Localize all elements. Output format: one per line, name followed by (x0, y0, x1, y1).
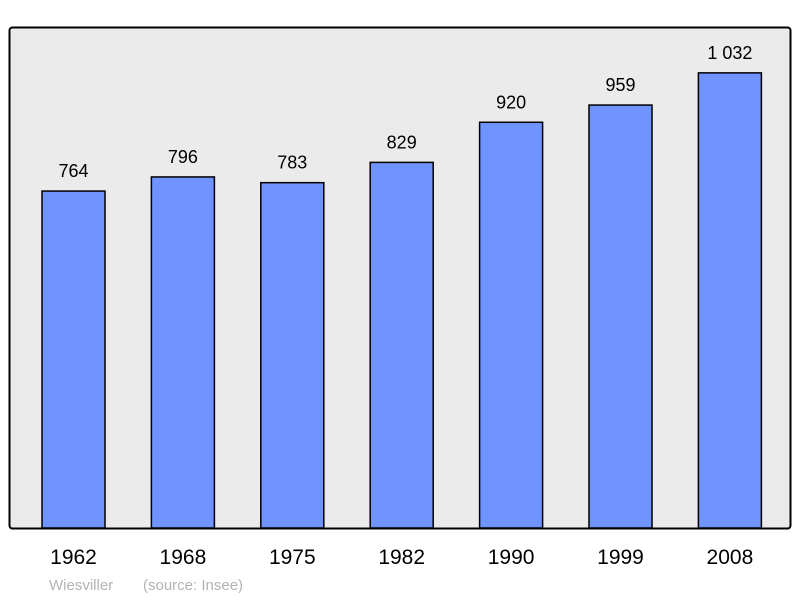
data-label-1968: 796 (168, 147, 198, 167)
data-label-1975: 783 (277, 153, 307, 173)
data-label-1982: 829 (387, 132, 417, 152)
footer-source: (source: Insee) (143, 577, 243, 594)
footer-place: Wiesviller (49, 577, 113, 594)
bar-1982 (369, 161, 434, 529)
bar-1999 (588, 104, 653, 529)
bar-1975 (260, 181, 325, 529)
bar-1990 (478, 121, 544, 529)
x-tick-label-1975: 1975 (269, 546, 316, 569)
data-label-2008: 1 032 (707, 43, 752, 63)
x-tick-label-1968: 1968 (160, 546, 207, 569)
bar-2008 (697, 72, 763, 529)
x-tick-label-1990: 1990 (488, 546, 535, 569)
data-label-1990: 920 (496, 92, 526, 112)
x-tick-label-1962: 1962 (50, 546, 97, 569)
x-tick-label-2008: 2008 (707, 546, 754, 569)
data-label-1962: 764 (58, 161, 88, 181)
bar-1962 (41, 190, 106, 529)
bar-1968 (150, 176, 216, 529)
x-tick-label-1982: 1982 (378, 546, 425, 569)
data-label-1999: 959 (605, 75, 635, 95)
x-tick-label-1999: 1999 (597, 546, 644, 569)
